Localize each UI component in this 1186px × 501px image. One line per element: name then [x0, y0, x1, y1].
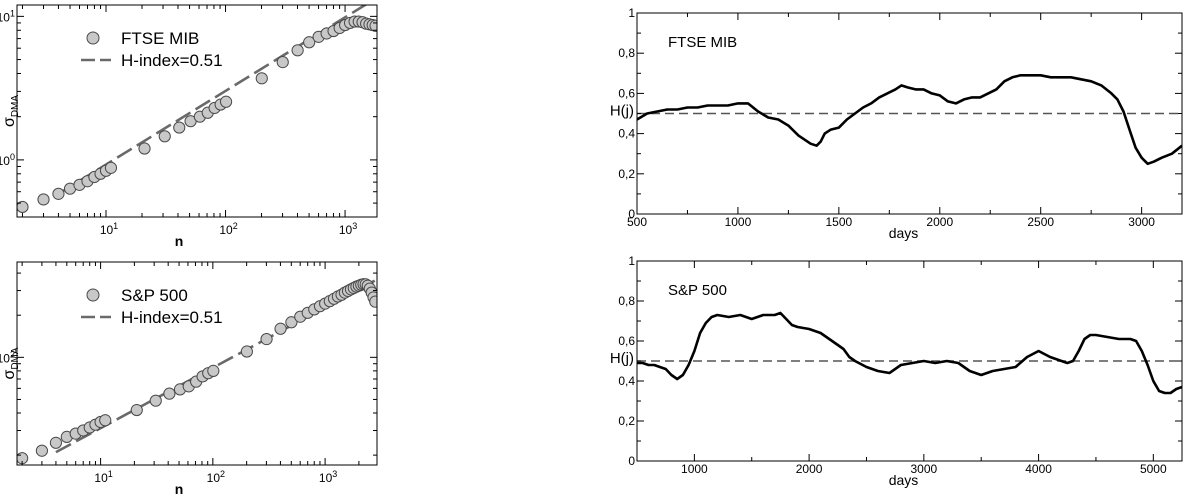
x-axis-label: n — [175, 233, 184, 249]
x-tick-label: 2000 — [796, 462, 823, 476]
data-point — [255, 72, 268, 85]
legend-label-markers: S&P 500 — [121, 286, 188, 305]
data-point — [291, 44, 304, 57]
data-point — [158, 130, 171, 143]
x-tick-label: 1500 — [826, 215, 853, 229]
y-tick-label: 0,8 — [618, 294, 635, 308]
data-point — [99, 414, 112, 427]
y-tick-label: 102 — [0, 349, 15, 365]
x-tick-label: 2000 — [926, 215, 953, 229]
data-point — [369, 295, 377, 308]
panel-bottom-right: 1000 2000 3000 4000 5000 0 0,2 0,4 0,6 0,8 1 days H(… — [610, 254, 1183, 488]
x-tick-label: 4000 — [1025, 462, 1052, 476]
x-axis-label: n — [175, 481, 184, 497]
data-point — [285, 316, 298, 329]
data-point — [219, 95, 233, 108]
data-point — [52, 187, 65, 200]
x-tick-label: 101 — [94, 469, 112, 485]
y-tick-label: 0,6 — [618, 334, 635, 348]
plot-area — [17, 5, 377, 214]
y-tick-label: 0,6 — [618, 86, 635, 100]
x-tick-label: 102 — [207, 469, 225, 485]
x-tick-label: 1000 — [725, 215, 752, 229]
legend-label-markers: FTSE MIB — [121, 29, 199, 48]
y-tick-label: 1 — [628, 254, 635, 268]
data-point — [149, 394, 162, 407]
legend-marker — [86, 288, 100, 302]
series-line — [637, 74, 1182, 166]
data-point — [240, 345, 253, 358]
x-tick-label: 3000 — [1128, 215, 1155, 229]
x-tick-label: 500 — [627, 215, 647, 229]
x-axis-label: days — [889, 472, 919, 488]
plot-area — [17, 278, 377, 465]
y-axis-label: σDMA — [1, 347, 21, 379]
x-axis-label: days — [889, 225, 919, 241]
y-axis-label: H(j) — [610, 103, 634, 120]
plot-area — [637, 311, 1182, 395]
y-tick-label: 101 — [0, 8, 15, 24]
panel-title: FTSE MIB — [668, 34, 737, 51]
x-tick-label: 101 — [100, 221, 118, 237]
data-point — [303, 36, 316, 49]
data-point — [276, 56, 289, 69]
data-point — [35, 444, 49, 457]
y-tick-label: 1 — [628, 6, 635, 20]
data-point — [207, 364, 220, 377]
panel-top-right: 500 1000 1500 2000 2500 3000 0 0,2 0,4 0,6 0,8 1 day… — [610, 6, 1183, 241]
x-tick-label: 5000 — [1140, 462, 1167, 476]
y-tick-label: 100 — [0, 152, 15, 168]
data-point — [130, 403, 143, 417]
data-point — [260, 332, 273, 346]
series-line — [637, 311, 1182, 395]
plot-frame — [16, 4, 378, 218]
panel-top-left: 101 102 103 100 101 n σDMA FTSE MIB H-index=0.51 — [0, 4, 378, 249]
x-tick-label: 102 — [219, 221, 237, 237]
data-point — [274, 322, 287, 335]
y-axis-label: H(j) — [610, 350, 634, 367]
data-point — [17, 200, 29, 214]
x-tick-label: 2500 — [1027, 215, 1054, 229]
x-tick-label: 103 — [319, 469, 337, 485]
y-tick-label: 0,2 — [618, 414, 635, 428]
x-tick-label: 3000 — [910, 462, 937, 476]
data-point — [369, 19, 377, 32]
plot-area — [637, 74, 1182, 166]
y-tick-label: 0,2 — [618, 167, 635, 181]
panel-title: S&P 500 — [668, 282, 727, 299]
legend-label-line: H-index=0.51 — [121, 51, 223, 70]
y-tick-label: 0,4 — [618, 127, 635, 141]
x-tick-label: 103 — [339, 221, 357, 237]
y-tick-label: 0 — [628, 454, 635, 468]
y-axis-label: σDMA — [1, 95, 21, 127]
data-point — [49, 436, 63, 449]
y-tick-label: 0,4 — [618, 374, 635, 388]
data-point — [138, 142, 151, 155]
y-tick-label: 0,8 — [618, 46, 635, 60]
data-point — [104, 161, 118, 174]
data-point — [173, 121, 186, 134]
y-tick-label: 0 — [628, 207, 635, 221]
panel-bottom-left: 101 102 103 102 n σDMA S&P 500 H-index=0.51 — [0, 261, 378, 497]
x-tick-label: 1000 — [681, 462, 708, 476]
data-point — [37, 193, 50, 206]
data-point — [163, 387, 176, 400]
legend-label-line: H-index=0.51 — [121, 308, 223, 327]
legend-marker — [86, 31, 100, 45]
